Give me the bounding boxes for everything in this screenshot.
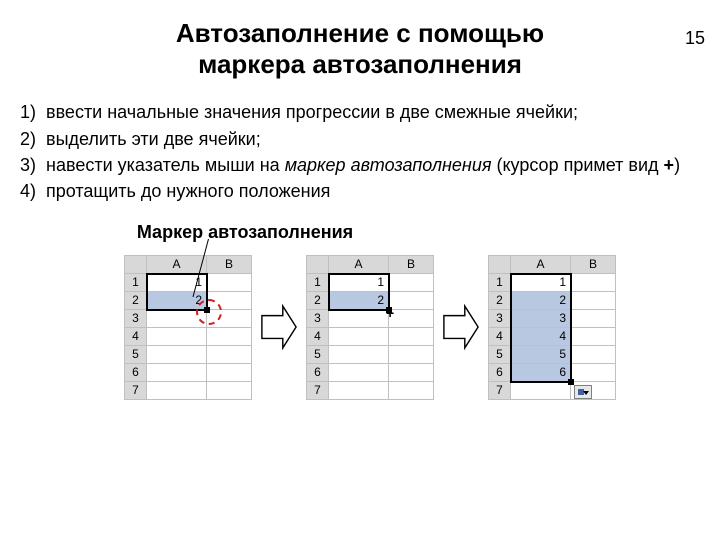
row-header[interactable]: 7 xyxy=(489,381,511,399)
cell[interactable]: 5 xyxy=(511,345,571,363)
cell[interactable] xyxy=(207,381,252,399)
sheet-2[interactable]: A B 11 22 3 4 5 6 7 xyxy=(306,255,434,400)
cell[interactable]: 2 xyxy=(147,291,207,309)
row-header[interactable]: 3 xyxy=(307,309,329,327)
sheet-1[interactable]: A B 11 22 3 4 5 6 7 xyxy=(124,255,252,400)
sheet-3[interactable]: A B 11 22 33 44 55 66 7 xyxy=(488,255,616,400)
cell[interactable] xyxy=(147,327,207,345)
cell[interactable] xyxy=(329,381,389,399)
row-header[interactable]: 7 xyxy=(307,381,329,399)
corner-cell[interactable] xyxy=(125,255,147,273)
cell[interactable]: 4 xyxy=(511,327,571,345)
cell[interactable] xyxy=(329,345,389,363)
cell[interactable] xyxy=(571,309,616,327)
cell[interactable] xyxy=(329,309,389,327)
col-header-a[interactable]: A xyxy=(511,255,571,273)
row-header[interactable]: 4 xyxy=(489,327,511,345)
step-4: 4) протащить до нужного положения xyxy=(20,179,700,203)
cell[interactable] xyxy=(511,381,571,399)
cell[interactable] xyxy=(329,327,389,345)
page-number: 15 xyxy=(685,28,705,49)
cell[interactable] xyxy=(389,309,434,327)
cell[interactable] xyxy=(207,345,252,363)
cell[interactable] xyxy=(389,273,434,291)
row-header[interactable]: 5 xyxy=(489,345,511,363)
title-line-2: маркера автозаполнения xyxy=(198,49,522,79)
arrow-icon xyxy=(260,297,298,357)
cell[interactable] xyxy=(571,345,616,363)
cell[interactable]: 1 xyxy=(511,273,571,291)
cell[interactable] xyxy=(389,327,434,345)
cell[interactable] xyxy=(571,273,616,291)
cell[interactable] xyxy=(207,273,252,291)
grid-1: A B 11 22 3 4 5 6 7 xyxy=(124,255,252,400)
row-header[interactable]: 6 xyxy=(307,363,329,381)
cell[interactable]: 2 xyxy=(511,291,571,309)
col-header-b[interactable]: B xyxy=(207,255,252,273)
arrow-icon xyxy=(442,297,480,357)
steps-list: 1) ввести начальные значения прогрессии … xyxy=(20,100,700,203)
cell[interactable] xyxy=(207,309,252,327)
row-header[interactable]: 7 xyxy=(125,381,147,399)
cell[interactable] xyxy=(147,345,207,363)
row-header[interactable]: 5 xyxy=(307,345,329,363)
cell[interactable] xyxy=(571,327,616,345)
row-header[interactable]: 1 xyxy=(489,273,511,291)
cell[interactable] xyxy=(571,363,616,381)
row-header[interactable]: 4 xyxy=(307,327,329,345)
slide-title: Автозаполнение с помощью маркера автозап… xyxy=(80,18,640,80)
grids-row: A B 11 22 3 4 5 6 7 A B 11 22 xyxy=(20,255,720,400)
cell[interactable] xyxy=(389,291,434,309)
col-header-b[interactable]: B xyxy=(389,255,434,273)
cell[interactable] xyxy=(147,381,207,399)
title-line-1: Автозаполнение с помощью xyxy=(176,18,544,48)
col-header-b[interactable]: B xyxy=(571,255,616,273)
col-header-a[interactable]: A xyxy=(147,255,207,273)
row-header[interactable]: 6 xyxy=(489,363,511,381)
cell[interactable] xyxy=(207,327,252,345)
cell[interactable]: 6 xyxy=(511,363,571,381)
cell[interactable] xyxy=(571,291,616,309)
cell[interactable] xyxy=(147,363,207,381)
cell[interactable]: 3 xyxy=(511,309,571,327)
cell[interactable]: 1 xyxy=(147,273,207,291)
row-header[interactable]: 2 xyxy=(489,291,511,309)
cell[interactable] xyxy=(207,363,252,381)
cell[interactable] xyxy=(207,291,252,309)
row-header[interactable]: 2 xyxy=(125,291,147,309)
row-header[interactable]: 6 xyxy=(125,363,147,381)
row-header[interactable]: 2 xyxy=(307,291,329,309)
cell[interactable] xyxy=(389,345,434,363)
grid-2: A B 11 22 3 4 5 6 7 + xyxy=(306,255,434,400)
cell[interactable] xyxy=(389,381,434,399)
cell[interactable]: 1 xyxy=(329,273,389,291)
row-header[interactable]: 1 xyxy=(125,273,147,291)
cell[interactable] xyxy=(329,363,389,381)
grid-3: A B 11 22 33 44 55 66 7 xyxy=(488,255,616,400)
row-header[interactable]: 4 xyxy=(125,327,147,345)
corner-cell[interactable] xyxy=(307,255,329,273)
corner-cell[interactable] xyxy=(489,255,511,273)
autofill-options-button[interactable] xyxy=(574,385,592,399)
step-2: 2) выделить эти две ячейки; xyxy=(20,127,700,151)
row-header[interactable]: 1 xyxy=(307,273,329,291)
step-1: 1) ввести начальные значения прогрессии … xyxy=(20,100,700,124)
row-header[interactable]: 3 xyxy=(125,309,147,327)
step-3: 3) навести указатель мыши на маркер авто… xyxy=(20,153,700,177)
cell[interactable] xyxy=(147,309,207,327)
col-header-a[interactable]: A xyxy=(329,255,389,273)
marker-subtitle: Маркер автозаполнения xyxy=(0,222,720,243)
cell[interactable]: 2 xyxy=(329,291,389,309)
row-header[interactable]: 3 xyxy=(489,309,511,327)
cell[interactable] xyxy=(389,363,434,381)
row-header[interactable]: 5 xyxy=(125,345,147,363)
